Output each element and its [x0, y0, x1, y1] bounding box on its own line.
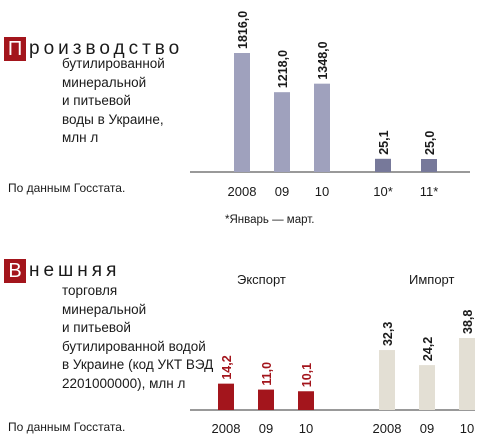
export-group-title: Экспорт — [237, 272, 286, 287]
production-heading-rest: роизводство — [29, 38, 184, 59]
production-footnote: *Январь — март. — [225, 214, 315, 226]
import-bar — [459, 338, 475, 410]
trade-description-line: торговля — [62, 283, 118, 298]
production-description-line: млн л — [62, 130, 99, 145]
production-source: По данным Госстата. — [8, 181, 126, 195]
export-value-label: 10,1 — [300, 363, 314, 387]
trade-source: По данным Госстата. — [8, 420, 126, 434]
import-value-label: 24,2 — [421, 337, 435, 361]
trade-description-line: 2201000000), млн л — [62, 375, 186, 391]
production-description-line: минеральной — [62, 74, 147, 90]
trade-description-line: минеральной — [62, 301, 147, 317]
export-bar — [258, 389, 274, 410]
import-bar — [379, 350, 395, 410]
production-bar — [314, 83, 330, 172]
production-heading-initial: П — [4, 37, 26, 61]
trade-description-line: и питьевой — [62, 320, 131, 335]
import-tick-label: 10 — [460, 421, 474, 436]
production-description-line: бутилированной — [62, 56, 165, 71]
trade-heading-initial: В — [4, 259, 26, 283]
export-value-label: 14,2 — [220, 355, 234, 379]
trade-description-line: бутилированной водой — [62, 338, 206, 354]
production-value-label: 1218,0 — [276, 50, 290, 88]
production-description-line: воды в Украине, — [62, 111, 164, 127]
export-bar — [218, 383, 234, 410]
import-bar — [419, 365, 435, 410]
import-value-label: 38,8 — [461, 310, 475, 334]
trade-description: торговля минеральной и питьевой бутилиро… — [62, 282, 213, 393]
production-tick-label: 10 — [315, 184, 329, 199]
export-value-label: 11,0 — [260, 362, 274, 386]
import-group-title: Импорт — [409, 272, 455, 287]
export-tick-label: 10 — [299, 421, 313, 436]
production-bar — [421, 159, 437, 172]
export-tick-label: 09 — [259, 421, 273, 436]
production-tick-label: 11* — [420, 184, 439, 199]
export-tick-label: 2008 — [212, 421, 241, 436]
production-value-label: 25,0 — [423, 131, 437, 155]
production-value-label: 1348,0 — [316, 41, 330, 79]
production-tick-label: 10* — [373, 184, 393, 199]
production-value-label: 25,1 — [377, 130, 391, 154]
import-value-label: 32,3 — [381, 322, 395, 346]
trade-heading-rest: нешняя — [29, 260, 121, 281]
production-tick-label: 2008 — [228, 184, 257, 199]
production-bar — [234, 53, 250, 172]
import-tick-label: 09 — [420, 421, 434, 436]
trade-description-line: в Украине (код УКТ ВЭД — [62, 357, 214, 372]
production-value-label: 1816,0 — [236, 11, 250, 49]
production-description: бутилированной минеральной и питьевой во… — [62, 55, 165, 148]
export-bar — [298, 391, 314, 410]
production-bar — [375, 158, 391, 172]
production-tick-label: 09 — [275, 184, 289, 199]
production-bar — [274, 92, 290, 172]
production-description-line: и питьевой — [62, 93, 131, 108]
trade-heading: В нешняя — [4, 259, 120, 283]
import-tick-label: 2008 — [373, 421, 402, 436]
production-heading: П роизводство — [4, 37, 183, 61]
